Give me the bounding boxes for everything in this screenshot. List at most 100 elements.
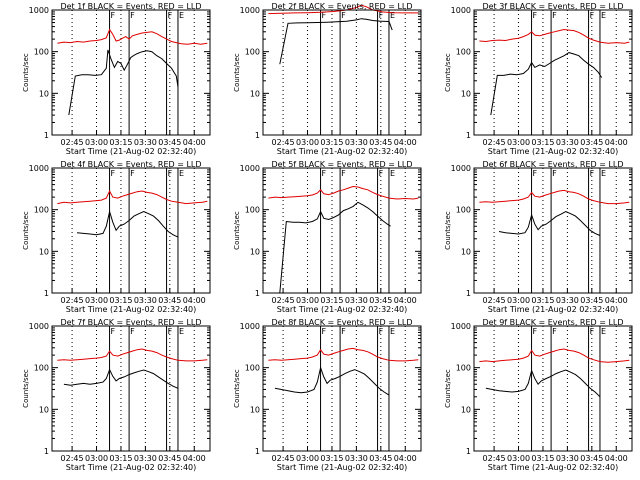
marker-label: F [322, 169, 327, 178]
series-line-events [498, 211, 601, 236]
plot-frame [51, 9, 211, 136]
marker-label: F [341, 169, 346, 178]
y-tick-label: 1 [466, 447, 471, 456]
series-line-lld [268, 4, 419, 15]
x-tick-label: 03:15 [109, 296, 132, 305]
series-line-lld [479, 189, 630, 205]
plot-frame [262, 9, 422, 136]
x-tick-label: 03:00 [85, 296, 108, 305]
panel-title: Det 6f BLACK = Events, RED = LLD [482, 160, 623, 169]
x-tick-label: 04:00 [394, 296, 417, 305]
x-tick-label: 03:15 [531, 454, 554, 463]
series-line-lld [57, 28, 208, 45]
marker-label: F [590, 169, 595, 178]
x-axis-label: Start Time (21-Aug-02 02:32:40) [66, 463, 197, 472]
y-tick-label: 100 [34, 206, 49, 215]
series-line-lld [479, 348, 630, 363]
y-tick-label: 1000 [29, 6, 49, 15]
y-tick-label: 100 [34, 48, 49, 57]
x-tick-label: 03:30 [556, 138, 579, 147]
marker-label: E [390, 11, 395, 20]
marker-label: F [322, 11, 327, 20]
x-tick-label: 02:45 [61, 138, 84, 147]
plot-frame [51, 167, 211, 294]
y-tick-label: 1000 [29, 322, 49, 331]
y-axis-label: Counts/sec [233, 211, 241, 250]
x-tick-label: 03:15 [320, 138, 343, 147]
y-tick-label: 1000 [451, 322, 471, 331]
marker-label: F [111, 11, 116, 20]
x-tick-label: 02:45 [483, 296, 506, 305]
x-axis-label: Start Time (21-Aug-02 02:32:40) [66, 305, 197, 314]
marker-label: E [179, 169, 184, 178]
y-tick-label: 10 [39, 405, 49, 414]
marker-label: F [379, 327, 384, 336]
marker-label: F [168, 169, 173, 178]
x-tick-label: 03:15 [320, 296, 343, 305]
x-tick-label: 03:30 [345, 138, 368, 147]
y-axis-label: Counts/sec [444, 211, 452, 250]
marker-label: F [130, 11, 135, 20]
x-tick-label: 03:30 [556, 454, 579, 463]
x-tick-label: 03:45 [580, 138, 603, 147]
x-tick-label: 03:15 [109, 138, 132, 147]
series-line-events [485, 369, 601, 398]
y-tick-label: 1 [44, 289, 49, 298]
y-tick-label: 10 [39, 247, 49, 256]
y-tick-label: 100 [245, 48, 260, 57]
y-axis-label: Counts/sec [233, 369, 241, 408]
x-tick-label: 02:45 [272, 296, 295, 305]
marker-label: F [533, 11, 538, 20]
series-line-events [490, 52, 603, 116]
x-tick-label: 04:00 [605, 296, 628, 305]
series-line-events [76, 209, 179, 238]
marker-label: F [379, 169, 384, 178]
x-tick-label: 04:00 [183, 138, 206, 147]
x-tick-label: 03:45 [158, 454, 181, 463]
x-tick-label: 02:45 [61, 454, 84, 463]
series-line-lld [57, 348, 208, 362]
y-tick-label: 10 [250, 89, 260, 98]
x-tick-label: 04:00 [183, 454, 206, 463]
y-tick-label: 1000 [29, 164, 49, 173]
x-tick-label: 03:45 [580, 296, 603, 305]
x-tick-label: 03:45 [369, 138, 392, 147]
x-tick-label: 03:45 [158, 296, 181, 305]
x-tick-label: 03:30 [134, 138, 157, 147]
marker-label: F [552, 11, 557, 20]
marker-label: E [179, 11, 184, 20]
y-tick-label: 10 [39, 89, 49, 98]
y-tick-label: 100 [34, 364, 49, 373]
x-tick-label: 03:45 [580, 454, 603, 463]
x-tick-label: 03:15 [531, 138, 554, 147]
marker-label: F [168, 327, 173, 336]
marker-label: E [601, 11, 606, 20]
marker-label: F [552, 327, 557, 336]
marker-label: F [322, 327, 327, 336]
panel-title: Det 9f BLACK = Events, RED = LLD [482, 318, 623, 327]
y-tick-label: 1000 [451, 6, 471, 15]
series-line-events [63, 368, 179, 389]
x-tick-label: 03:30 [345, 296, 368, 305]
y-axis-label: Counts/sec [444, 53, 452, 92]
marker-label: F [533, 327, 538, 336]
x-axis-label: Start Time (21-Aug-02 02:32:40) [277, 305, 408, 314]
x-axis-label: Start Time (21-Aug-02 02:32:40) [277, 463, 408, 472]
plot-frame [473, 9, 633, 136]
marker-label: F [552, 169, 557, 178]
marker-label: F [590, 11, 595, 20]
panel-title: Det 4f BLACK = Events, RED = LLD [60, 160, 201, 169]
x-axis-label: Start Time (21-Aug-02 02:32:40) [488, 463, 619, 472]
marker-label: E [390, 169, 395, 178]
x-tick-label: 03:00 [296, 454, 319, 463]
panel-title: Det 8f BLACK = Events, RED = LLD [271, 318, 412, 327]
series-line-events [279, 201, 391, 294]
x-tick-label: 03:15 [109, 454, 132, 463]
